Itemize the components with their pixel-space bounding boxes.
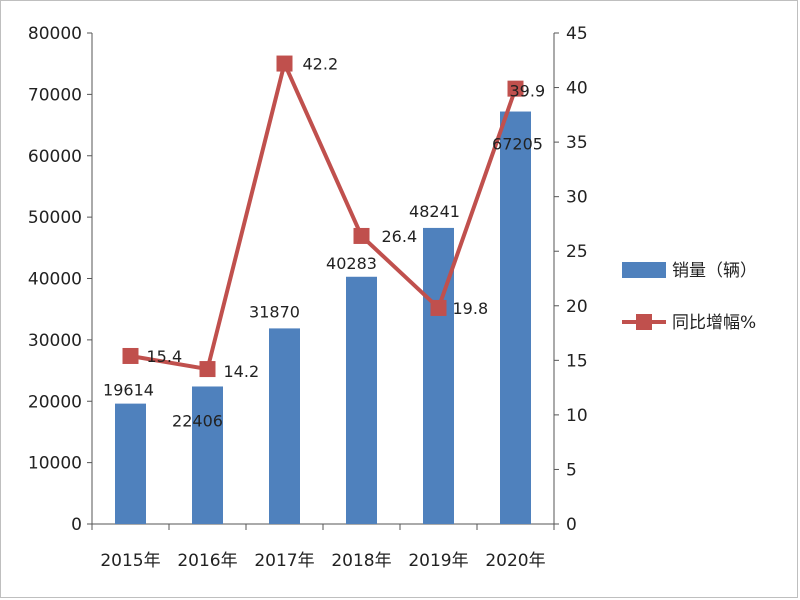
y-left-tick-label: 60000 <box>28 147 82 167</box>
growth-line <box>130 61 518 372</box>
legend-label-sales: 销量（辆） <box>672 261 757 281</box>
y-left-tick-label: 0 <box>71 515 82 535</box>
bar <box>115 403 146 524</box>
y-right-tick-label: 35 <box>566 133 588 153</box>
legend-swatch-sales <box>622 262 666 278</box>
y-right-tick-label: 0 <box>566 515 577 535</box>
bar-data-label: 22406 <box>172 411 223 430</box>
y-left-tick-label: 10000 <box>28 454 82 474</box>
line-point <box>276 55 293 72</box>
data-labels: 19614 22406 31870 40283 48241 67205 15.4 14.2 42… <box>103 55 545 431</box>
line-point <box>199 361 216 378</box>
bar-series <box>115 111 531 525</box>
line-series <box>122 55 524 378</box>
line-point <box>430 299 447 316</box>
y-right-tick-label: 10 <box>566 406 588 426</box>
legend: 销量（辆） 同比增幅% <box>622 261 757 333</box>
bar-data-label: 19614 <box>103 381 154 400</box>
line-data-label: 19.8 <box>453 299 489 318</box>
line-data-label: 15.4 <box>147 347 183 366</box>
bar-data-label: 40283 <box>326 254 377 273</box>
legend-label-growth: 同比增幅% <box>672 313 756 333</box>
y-right-tick-label: 30 <box>566 188 588 208</box>
line-data-label: 42.2 <box>303 55 339 74</box>
y-left-tick-label: 30000 <box>28 331 82 351</box>
axes: 0 10000 20000 30000 40000 50000 60000 70000 8000… <box>28 24 588 571</box>
line-point <box>507 80 524 97</box>
bar <box>192 386 223 524</box>
line-data-label: 14.2 <box>224 362 260 381</box>
line-data-label: 26.4 <box>382 227 418 246</box>
y-left-tick-label: 80000 <box>28 24 82 44</box>
x-tick-label: 2020年 <box>485 551 545 571</box>
y-left-tick-label: 70000 <box>28 85 82 105</box>
bar <box>346 276 377 524</box>
line-point <box>122 347 139 364</box>
x-tick-label: 2017年 <box>254 551 314 571</box>
x-tick-label: 2016年 <box>177 551 237 571</box>
y-right-tick-label: 25 <box>566 242 588 262</box>
bar-data-label: 67205 <box>492 135 543 154</box>
x-tick-label: 2018年 <box>331 551 391 571</box>
y-left-tick-label: 50000 <box>28 208 82 228</box>
y-right-tick-label: 40 <box>566 79 588 99</box>
bar-data-label: 31870 <box>249 302 300 321</box>
y-right-tick-label: 15 <box>566 351 588 371</box>
bar <box>269 328 300 524</box>
bar <box>500 111 531 525</box>
x-tick-label: 2015年 <box>100 551 160 571</box>
bar-data-label: 48241 <box>409 202 460 221</box>
line-data-label: 39.9 <box>510 82 546 101</box>
y-right-tick-label: 20 <box>566 297 588 317</box>
y-left-tick-label: 20000 <box>28 392 82 412</box>
y-right-tick-label: 45 <box>566 24 588 44</box>
y-left-tick-label: 40000 <box>28 270 82 290</box>
x-tick-label: 2019年 <box>408 551 468 571</box>
y-right-tick-label: 5 <box>566 460 577 480</box>
legend-marker-growth <box>636 314 652 330</box>
line-point <box>353 227 370 244</box>
